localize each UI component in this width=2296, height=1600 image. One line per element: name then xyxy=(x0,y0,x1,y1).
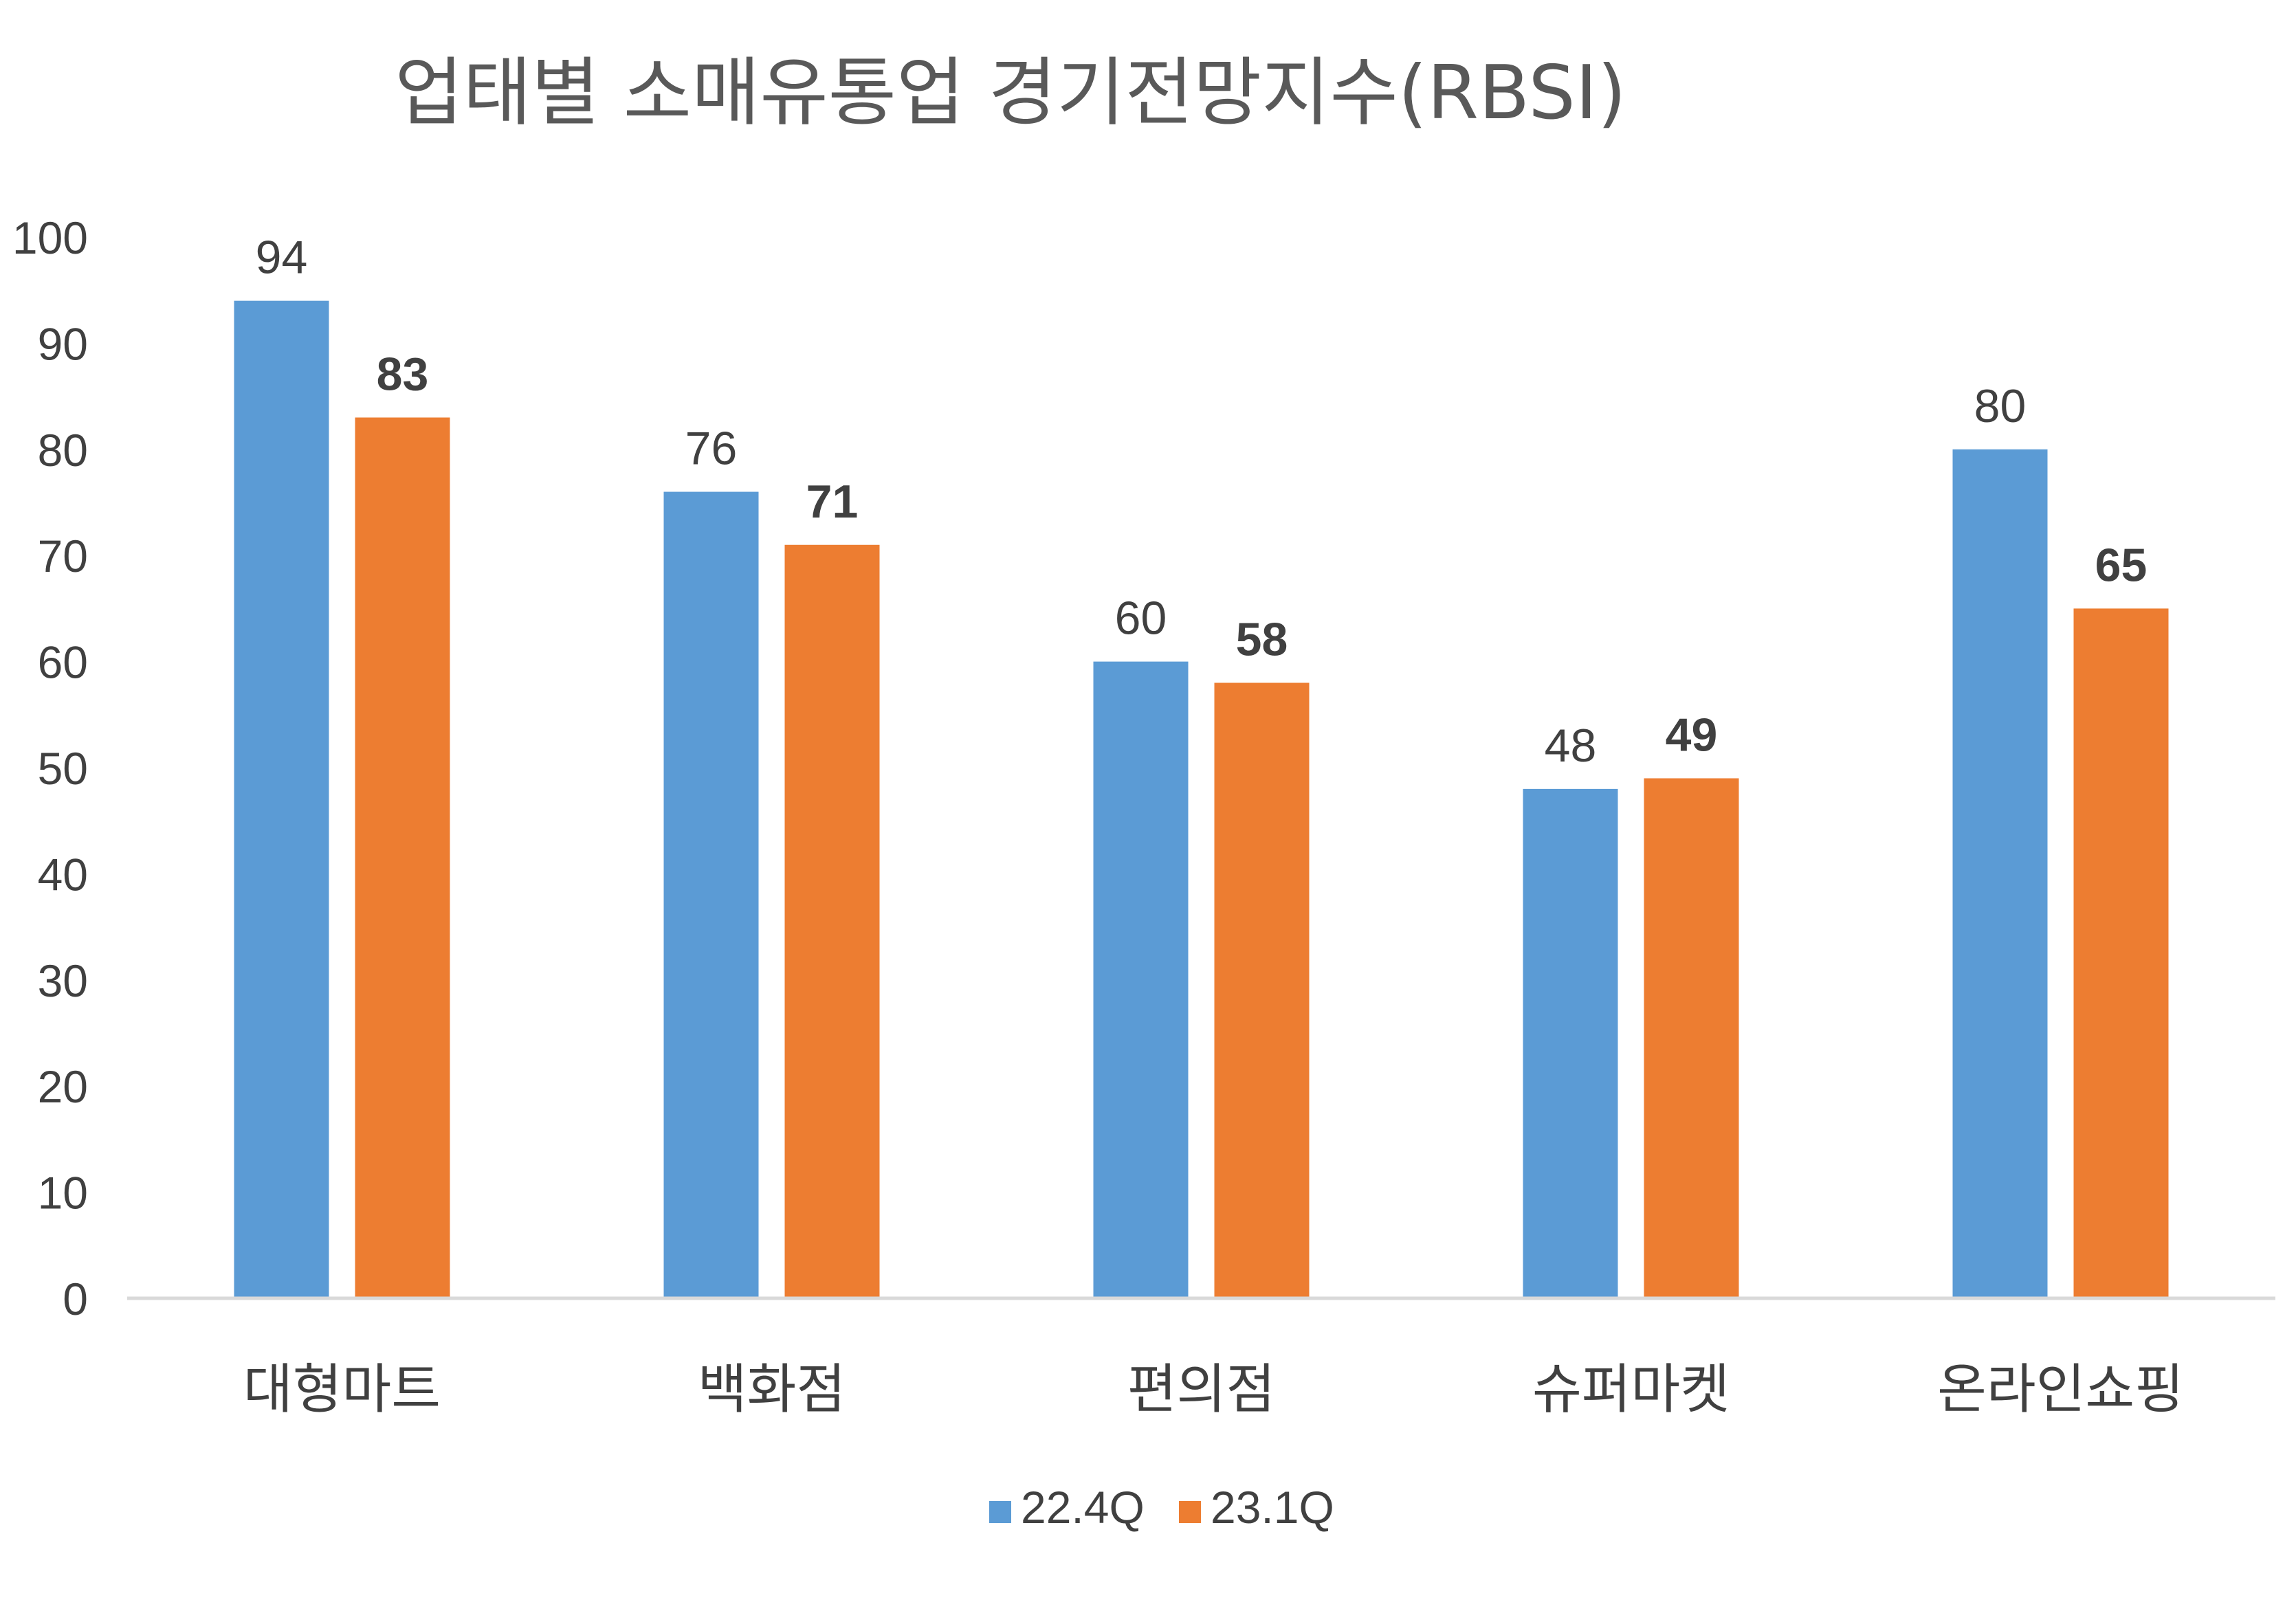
y-tick-label: 90 xyxy=(38,318,88,369)
y-axis: 0 10 20 30 40 50 60 70 80 90 100 xyxy=(12,212,88,1324)
legend-label: 23.1Q xyxy=(1211,1482,1334,1533)
y-tick-label: 60 xyxy=(38,637,88,688)
bar-22.4Q-대형마트 xyxy=(234,300,329,1298)
y-tick-label: 10 xyxy=(38,1168,88,1219)
y-tick-label: 20 xyxy=(38,1061,88,1112)
data-label: 83 xyxy=(377,348,429,400)
data-label: 65 xyxy=(2095,539,2148,591)
bar-23.1Q-편의점 xyxy=(1214,682,1310,1298)
bar-23.1Q-대형마트 xyxy=(355,417,450,1298)
bar-23.1Q-백화점 xyxy=(784,544,880,1298)
x-tick-label: 백화점 xyxy=(698,1359,846,1421)
chart-title: 업태별 소매유통업 경기전망지수(RBSI) xyxy=(395,50,1626,136)
legend-swatch xyxy=(989,1501,1011,1523)
x-axis: 대형마트 백화점 편의점 슈퍼마켓 온라인쇼핑 xyxy=(243,1359,2184,1421)
x-tick-label: 대형마트 xyxy=(243,1359,441,1421)
legend-label: 22.4Q xyxy=(1021,1482,1145,1533)
data-label: 76 xyxy=(685,423,738,475)
data-label: 60 xyxy=(1115,592,1167,645)
bar-22.4Q-편의점 xyxy=(1093,661,1189,1298)
data-label: 71 xyxy=(806,476,859,528)
y-tick-label: 100 xyxy=(12,212,88,263)
data-label: 94 xyxy=(256,232,308,284)
x-tick-label: 온라인쇼핑 xyxy=(1937,1359,2184,1421)
data-label: 49 xyxy=(1666,709,1718,761)
data-label: 48 xyxy=(1545,720,1597,772)
legend-swatch xyxy=(1179,1501,1201,1523)
bar-22.4Q-백화점 xyxy=(663,491,759,1298)
data-labels-group: 94 83 76 71 60 58 48 49 80 65 xyxy=(256,232,2148,772)
bar-23.1Q-슈퍼마켓 xyxy=(1644,778,1739,1298)
x-tick-label: 슈퍼마켓 xyxy=(1532,1359,1730,1421)
x-tick-label: 편의점 xyxy=(1127,1359,1275,1421)
y-tick-label: 30 xyxy=(38,955,88,1006)
bars-group xyxy=(234,300,2169,1298)
data-label: 58 xyxy=(1236,613,1288,665)
data-label: 80 xyxy=(1974,380,2027,432)
y-tick-label: 70 xyxy=(38,531,88,581)
y-tick-label: 80 xyxy=(38,425,88,476)
y-tick-label: 40 xyxy=(38,849,88,900)
bar-22.4Q-온라인쇼핑 xyxy=(1952,449,2048,1298)
bar-22.4Q-슈퍼마켓 xyxy=(1523,788,1618,1298)
y-tick-label: 0 xyxy=(63,1274,88,1324)
legend: 22.4Q 23.1Q xyxy=(989,1482,1334,1533)
y-tick-label: 50 xyxy=(38,743,88,794)
bar-23.1Q-온라인쇼핑 xyxy=(2073,608,2169,1298)
